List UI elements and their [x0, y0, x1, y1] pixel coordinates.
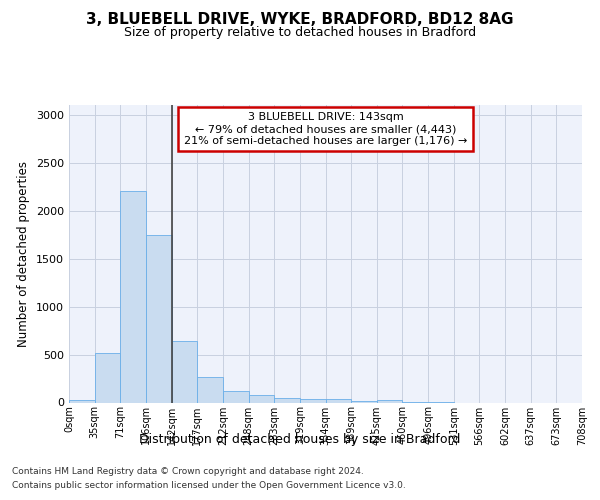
Bar — [377, 400, 403, 402]
Bar — [300, 398, 325, 402]
Bar — [248, 396, 274, 402]
Text: Contains HM Land Registry data © Crown copyright and database right 2024.: Contains HM Land Registry data © Crown c… — [12, 468, 364, 476]
Y-axis label: Number of detached properties: Number of detached properties — [17, 161, 31, 347]
Text: Contains public sector information licensed under the Open Government Licence v3: Contains public sector information licen… — [12, 481, 406, 490]
Bar — [351, 400, 377, 402]
Bar — [146, 234, 172, 402]
Text: 3, BLUEBELL DRIVE, WYKE, BRADFORD, BD12 8AG: 3, BLUEBELL DRIVE, WYKE, BRADFORD, BD12 … — [86, 12, 514, 28]
Bar — [197, 376, 223, 402]
Text: Distribution of detached houses by size in Bradford: Distribution of detached houses by size … — [139, 432, 461, 446]
Bar — [69, 400, 95, 402]
Text: 3 BLUEBELL DRIVE: 143sqm
← 79% of detached houses are smaller (4,443)
21% of sem: 3 BLUEBELL DRIVE: 143sqm ← 79% of detach… — [184, 112, 467, 146]
Bar — [95, 352, 121, 403]
Text: Size of property relative to detached houses in Bradford: Size of property relative to detached ho… — [124, 26, 476, 39]
Bar — [121, 192, 146, 402]
Bar — [325, 399, 351, 402]
Bar — [274, 398, 300, 402]
Bar — [172, 341, 197, 402]
Bar — [223, 390, 248, 402]
